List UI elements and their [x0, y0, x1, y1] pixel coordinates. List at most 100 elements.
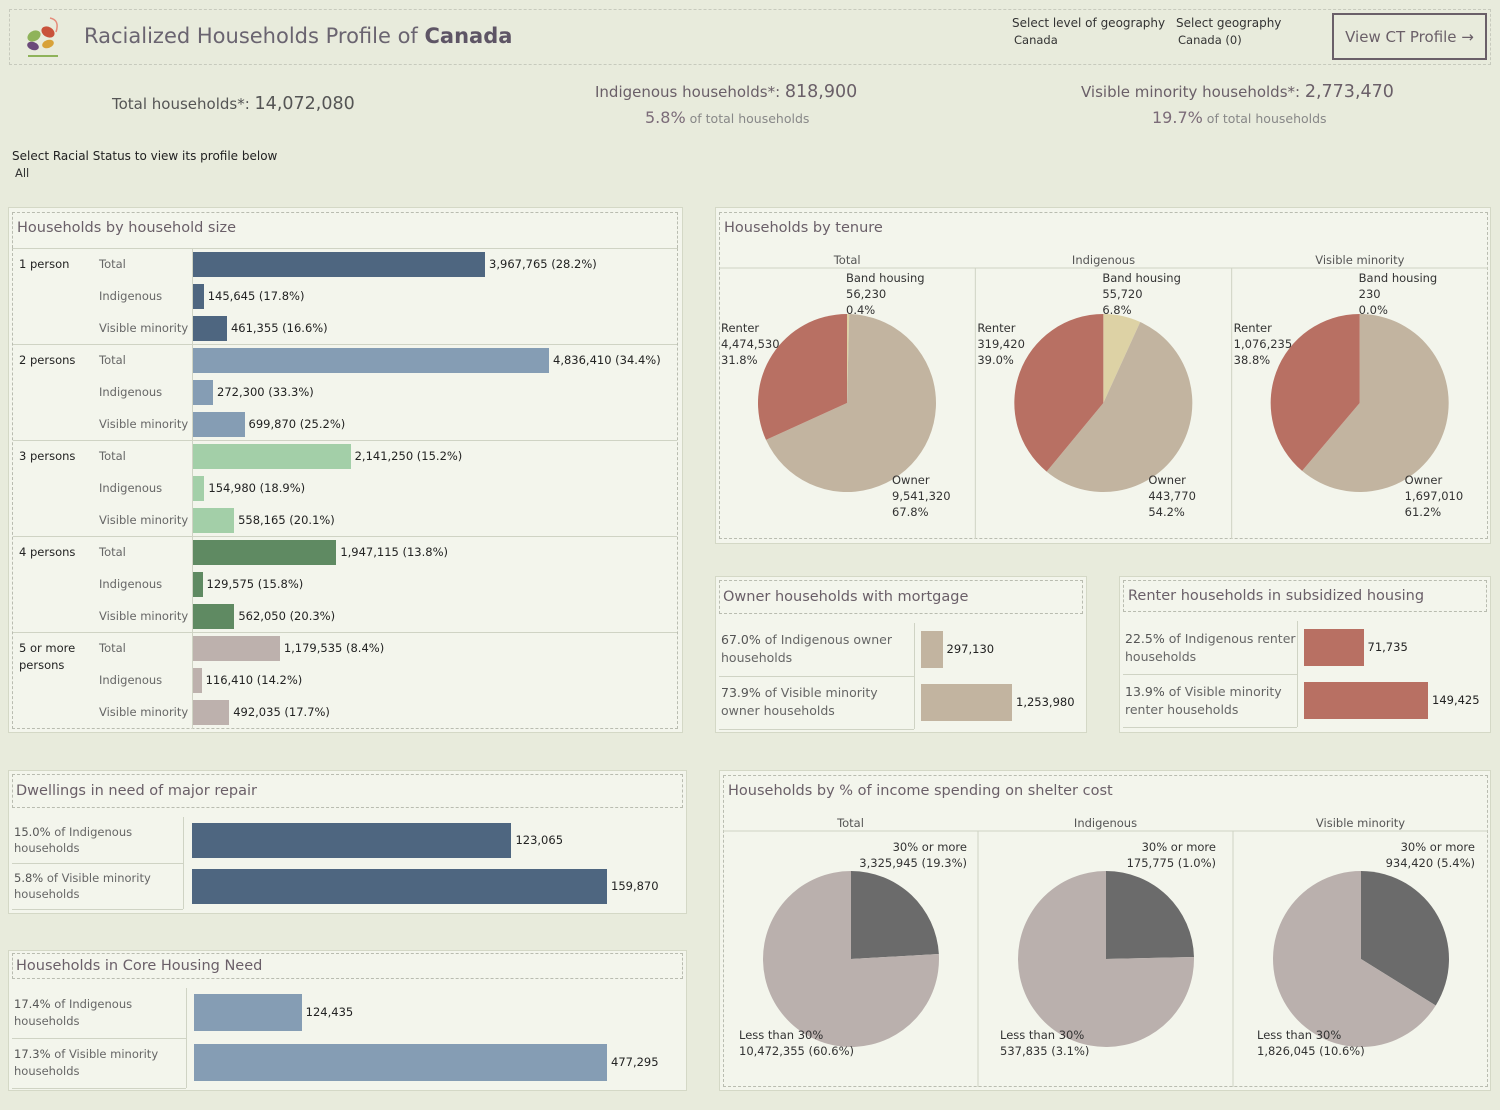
bar-panel-row-line: [719, 676, 914, 677]
pie-slice[interactable]: [1103, 314, 1141, 403]
bar-row-bar[interactable]: [192, 823, 512, 858]
pie-slice[interactable]: [765, 314, 936, 492]
pie-slice[interactable]: [758, 314, 847, 440]
hh-size-bar[interactable]: [193, 476, 205, 501]
pie-column-header: Visible minority: [1315, 253, 1404, 267]
bar-row-pct: 22.5%: [1125, 631, 1165, 646]
bar-row-bar[interactable]: [1304, 629, 1364, 666]
hh-size-bar[interactable]: [193, 252, 486, 277]
hh-size-series-label: Visible minority: [99, 513, 189, 527]
pie-label: 443,770: [1148, 489, 1196, 503]
hh-size-bar[interactable]: [193, 348, 549, 373]
pie-label: 6.8%: [1102, 303, 1131, 317]
bar-row-pct: 17.3%: [14, 1047, 51, 1061]
pie-label: Owner: [1405, 473, 1443, 487]
hh-size-group-divider: [13, 440, 677, 441]
racial-status-select[interactable]: All: [15, 166, 30, 180]
geo-level-select[interactable]: Canada: [1014, 33, 1058, 47]
hh-size-series-label: Indigenous: [99, 289, 163, 303]
hh-size-bar-label: 461,355 (16.6%): [230, 321, 328, 335]
pie-slice[interactable]: [763, 871, 939, 1047]
hh-size-series-label: Indigenous: [99, 673, 163, 687]
hh-size-bar[interactable]: [193, 380, 214, 405]
pie-slice[interactable]: [851, 871, 939, 959]
hh-size-bar[interactable]: [193, 284, 204, 309]
bar-row-bar[interactable]: [194, 994, 302, 1031]
bar-row-text: of Visible minority households: [14, 1047, 159, 1078]
bar-row-caption: 17.4% of Indigenous households: [14, 996, 174, 1030]
core-need-title-box: [12, 953, 683, 979]
hh-size-bar-label: 2,141,250 (15.2%): [354, 449, 463, 463]
bar-row-bar[interactable]: [1304, 682, 1428, 719]
kpi-visible-minority: Visible minority households*: 2,773,470: [1081, 82, 1394, 102]
hh-size-bar[interactable]: [193, 636, 280, 661]
bar-row-value: 477,295: [611, 1054, 659, 1069]
pie-slice[interactable]: [1106, 871, 1194, 959]
header-bar: [9, 9, 1491, 65]
hh-size-bar-label: 558,165 (20.1%): [238, 513, 335, 527]
pie-label: 537,835 (3.1%): [1000, 1044, 1089, 1058]
hh-size-series-label: Total: [99, 257, 126, 271]
repair-title: Dwellings in need of major repair: [16, 783, 257, 799]
hh-size-bar[interactable]: [193, 700, 230, 725]
pie-column-header: Total: [836, 816, 864, 830]
pie-slice[interactable]: [1014, 314, 1104, 472]
hh-size-series-label: Visible minority: [99, 705, 189, 719]
pie-column-header: Visible minority: [1316, 816, 1405, 830]
kpi-vm-sub: of total households: [1202, 111, 1327, 126]
bar-panel-row-line: [1123, 674, 1297, 675]
pie-slice[interactable]: [1270, 314, 1360, 471]
hh-size-bar[interactable]: [193, 668, 202, 693]
geo-select[interactable]: Canada (0): [1178, 33, 1242, 47]
kpi-total: Total households*: 14,072,080: [112, 94, 355, 114]
hh-size-bar[interactable]: [193, 444, 351, 469]
pie-slice[interactable]: [1046, 322, 1193, 492]
pie-slice[interactable]: [847, 314, 850, 403]
logo-icon: [27, 17, 58, 57]
bar-row-caption: 15.0% of Indigenous households: [14, 824, 174, 856]
pie-slice[interactable]: [1273, 871, 1436, 1047]
hh-size-bar[interactable]: [193, 604, 235, 629]
bar-row-pct: 73.9%: [721, 685, 761, 700]
hh-size-bar[interactable]: [193, 412, 245, 437]
bar-row-caption: 73.9% of Visible minority owner househol…: [721, 684, 901, 720]
bar-panel-row-line: [12, 1038, 186, 1039]
hh-size-bar-label: 129,575 (15.8%): [206, 577, 304, 591]
pie-label: 0.0%: [1359, 303, 1388, 317]
pie-label: 38.8%: [1234, 353, 1271, 367]
hh-size-bar-label: 492,035 (17.7%): [233, 705, 330, 719]
hh-size-bar[interactable]: [193, 316, 227, 341]
bar-row-bar[interactable]: [921, 684, 1012, 721]
hh-size-bar-label: 1,947,115 (13.8%): [340, 545, 449, 559]
pie-label: 1,697,010: [1405, 489, 1464, 503]
hh-size-bar-label: 272,300 (33.3%): [217, 385, 314, 399]
hh-size-bar[interactable]: [193, 508, 235, 533]
kpi-vm-label: Visible minority households*:: [1081, 83, 1305, 101]
subsidized-title: Renter households in subsidized housing: [1128, 588, 1425, 604]
hh-size-bar[interactable]: [193, 540, 337, 565]
hh-size-bar-label: 116,410 (14.2%): [205, 673, 303, 687]
household-size-panel: [8, 207, 683, 733]
hh-size-series-label: Indigenous: [99, 385, 163, 399]
bar-row-value: 124,435: [305, 1004, 354, 1019]
pie-label: Owner: [892, 473, 930, 487]
hh-size-group-divider: [13, 344, 677, 345]
hh-size-bar[interactable]: [193, 572, 203, 597]
bar-row-bar[interactable]: [192, 869, 607, 904]
hh-size-divider: [192, 248, 193, 729]
bar-panel-divider: [183, 817, 184, 909]
pie-slice[interactable]: [1018, 871, 1194, 1047]
bar-row-bar[interactable]: [921, 631, 943, 668]
pie-label: 61.2%: [1405, 505, 1442, 519]
bar-row-value: 297,130: [946, 641, 995, 656]
bar-panel-row-line: [12, 1088, 186, 1089]
view-ct-profile-button[interactable]: View CT Profile →: [1332, 13, 1487, 60]
shelter-cost-chart-box: [723, 775, 1488, 1087]
bar-row-pct: 17.4%: [14, 997, 51, 1011]
bar-row-bar[interactable]: [194, 1044, 607, 1081]
pie-slice[interactable]: [1302, 314, 1449, 492]
pie-label: 30% or more: [1401, 840, 1475, 854]
hh-size-bar-label: 562,050 (20.3%): [238, 609, 336, 623]
bar-row-caption: 13.9% of Visible minority renter househo…: [1125, 683, 1301, 719]
pie-slice[interactable]: [1361, 871, 1449, 1006]
